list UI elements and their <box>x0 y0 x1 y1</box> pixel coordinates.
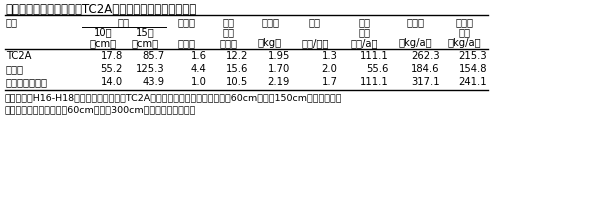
Text: 規格内: 規格内 <box>455 17 473 27</box>
Text: 節位: 節位 <box>222 27 234 37</box>
Text: 125.3: 125.3 <box>136 64 165 74</box>
Text: 蔓長: 蔓長 <box>118 17 130 27</box>
Text: （節）: （節） <box>219 38 237 48</box>
Text: 立て。「えびす」は株間60cm，畝間300cm，側枝２本仕立て。: 立て。「えびす」は株間60cm，畝間300cm，側枝２本仕立て。 <box>5 105 196 114</box>
Text: 317.1: 317.1 <box>411 77 440 87</box>
Text: （kg）: （kg） <box>258 38 282 48</box>
Text: 品種: 品種 <box>6 17 18 27</box>
Text: 154.8: 154.8 <box>458 64 487 74</box>
Text: えびす: えびす <box>6 64 24 74</box>
Text: 総収量: 総収量 <box>406 17 424 27</box>
Text: 55.6: 55.6 <box>366 64 389 74</box>
Text: 55.2: 55.2 <box>100 64 123 74</box>
Text: 10節: 10節 <box>94 27 112 37</box>
Text: 1.3: 1.3 <box>322 51 337 61</box>
Text: 17.8: 17.8 <box>101 51 123 61</box>
Text: （株/a）: （株/a） <box>350 38 378 48</box>
Text: 1.0: 1.0 <box>191 77 206 87</box>
Text: 215.3: 215.3 <box>458 51 487 61</box>
Text: 4.4: 4.4 <box>191 64 206 74</box>
Text: （kg/a）: （kg/a） <box>398 38 432 48</box>
Text: 43.9: 43.9 <box>143 77 165 87</box>
Text: 14.0: 14.0 <box>101 77 123 87</box>
Text: 1.6: 1.6 <box>191 51 206 61</box>
Text: 12.2: 12.2 <box>226 51 248 61</box>
Text: （果/株）: （果/株） <box>301 38 329 48</box>
Text: （cm）: （cm） <box>90 38 117 48</box>
Text: 1.70: 1.70 <box>268 64 290 74</box>
Text: 果数: 果数 <box>309 17 321 27</box>
Text: 表１　育成地における「TC2A」の形態的特性及び収量性: 表１ 育成地における「TC2A」の形態的特性及び収量性 <box>5 3 196 16</box>
Text: 15節: 15節 <box>135 27 154 37</box>
Text: 密度: 密度 <box>358 27 370 37</box>
Text: 184.6: 184.6 <box>411 64 440 74</box>
Text: 111.1: 111.1 <box>360 51 389 61</box>
Text: つるなしやっこ: つるなしやっこ <box>6 77 48 87</box>
Text: 栽植: 栽植 <box>358 17 370 27</box>
Text: TC2A: TC2A <box>6 51 31 61</box>
Text: 10.5: 10.5 <box>226 77 248 87</box>
Text: 着果: 着果 <box>222 17 234 27</box>
Text: 111.1: 111.1 <box>360 77 389 87</box>
Text: 注）数値はH16-H18年の３ヶ年平均．「TC2A」、「つるなしやっこ」は株間60cm，畝間150cm，主枝１本仕: 注）数値はH16-H18年の３ヶ年平均．「TC2A」、「つるなしやっこ」は株間6… <box>5 93 343 102</box>
Text: １果重: １果重 <box>261 17 279 27</box>
Text: 収量: 収量 <box>458 27 470 37</box>
Text: 85.7: 85.7 <box>142 51 165 61</box>
Text: 2.19: 2.19 <box>267 77 290 87</box>
Text: 15.6: 15.6 <box>226 64 248 74</box>
Text: 2.0: 2.0 <box>322 64 337 74</box>
Text: 1.7: 1.7 <box>322 77 337 87</box>
Text: 1.95: 1.95 <box>267 51 290 61</box>
Text: （cm）: （cm） <box>131 38 158 48</box>
Text: （本）: （本） <box>178 38 195 48</box>
Text: 241.1: 241.1 <box>458 77 487 87</box>
Text: 262.3: 262.3 <box>411 51 440 61</box>
Text: 側枝数: 側枝数 <box>178 17 195 27</box>
Text: （kg/a）: （kg/a） <box>448 38 481 48</box>
